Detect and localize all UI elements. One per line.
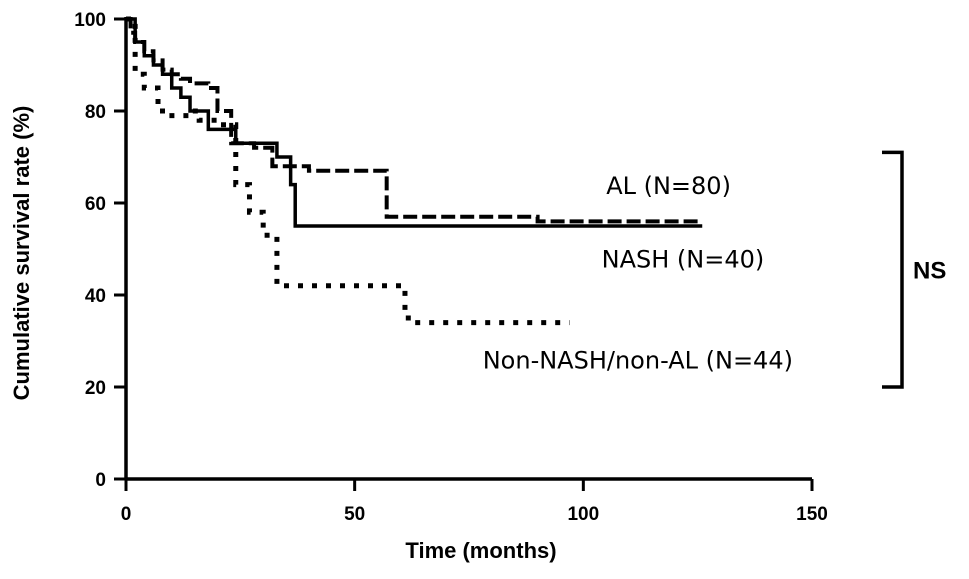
ns-bracket: NS bbox=[882, 150, 946, 389]
y-tick-label: 100 bbox=[74, 10, 106, 31]
series-line-dotted bbox=[126, 16, 570, 326]
y-axis-ticks: 0 20 40 60 80 100 bbox=[74, 10, 126, 491]
bracket-line bbox=[882, 150, 904, 389]
y-tick-label: 0 bbox=[95, 470, 106, 491]
series-annotation: NASH (N=40) bbox=[602, 245, 765, 273]
axes bbox=[124, 17, 812, 481]
series-line-dashed bbox=[126, 17, 703, 224]
x-axis-title: Time (months) bbox=[405, 538, 556, 563]
series-annotation: AL (N=80) bbox=[606, 172, 731, 200]
x-tick-label: 100 bbox=[567, 504, 599, 525]
y-tick-label: 80 bbox=[85, 102, 106, 123]
x-axis-ticks: 0 50 100 150 bbox=[121, 479, 828, 525]
annotations: AL (N=80) NASH (N=40) Non-NASH/non-AL (N=4… bbox=[483, 172, 793, 375]
x-tick-label: 150 bbox=[796, 504, 828, 525]
y-tick-label: 40 bbox=[85, 286, 106, 307]
ns-label: NS bbox=[913, 258, 946, 285]
y-tick-label: 20 bbox=[85, 378, 106, 399]
y-axis-title: Cumulative survival rate (%) bbox=[9, 106, 34, 401]
series-line-solid bbox=[126, 17, 703, 228]
x-tick-label: 0 bbox=[121, 504, 132, 525]
x-tick-label: 50 bbox=[344, 504, 365, 525]
y-tick-label: 60 bbox=[85, 194, 106, 215]
series-lines bbox=[126, 16, 703, 326]
series-annotation: Non-NASH/non-AL (N=44) bbox=[483, 347, 793, 375]
